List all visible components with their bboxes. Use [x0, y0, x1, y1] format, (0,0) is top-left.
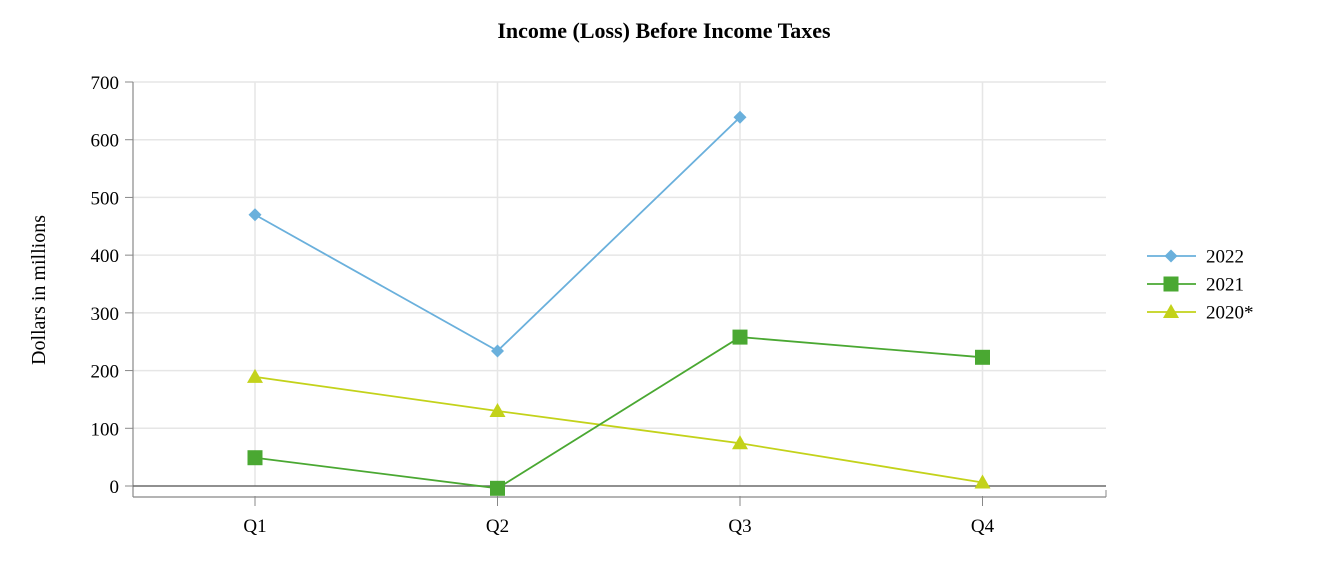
legend-item: 2022	[1147, 247, 1244, 268]
y-tick-label: 300	[91, 304, 120, 325]
y-tick-label: 500	[91, 188, 120, 209]
data-point	[248, 208, 262, 222]
data-point	[732, 435, 748, 450]
legend-label: 2020*	[1206, 303, 1254, 324]
data-point	[247, 450, 263, 466]
x-tick-label: Q1	[243, 516, 266, 537]
legend-item: 2021	[1147, 275, 1244, 296]
x-tick-label: Q2	[486, 516, 509, 537]
y-tick-label: 600	[91, 131, 120, 152]
series-2020	[247, 368, 991, 489]
y-tick-label: 0	[110, 477, 120, 498]
y-tick-label: 400	[91, 246, 120, 267]
series-2021	[247, 329, 990, 496]
legend-marker	[1163, 276, 1179, 292]
legend-item: 2020*	[1147, 303, 1254, 324]
series	[247, 110, 991, 496]
data-point	[974, 474, 991, 489]
x-tick-label: Q4	[971, 516, 995, 537]
y-tick-label: 700	[91, 73, 120, 94]
y-axis-label: Dollars in millions	[28, 215, 50, 365]
axes: 0 100 200 300 400 500 600 700 Q1 Q2 Q3 Q4	[91, 73, 1107, 537]
chart-title: Income (Loss) Before Income Taxes	[497, 18, 831, 43]
data-point	[489, 402, 506, 417]
y-tick-label: 200	[91, 362, 120, 383]
legend-label: 2022	[1206, 247, 1244, 268]
grid	[133, 81, 1106, 486]
data-point	[491, 344, 504, 358]
legend-marker	[1164, 249, 1178, 263]
data-point	[490, 480, 505, 496]
y-tick-label: 100	[91, 419, 120, 440]
series-2022	[248, 110, 747, 358]
legend-marker	[1163, 304, 1179, 318]
legend: 2022 2021 2020*	[1147, 247, 1254, 324]
legend-label: 2021	[1206, 275, 1244, 296]
data-point	[247, 368, 263, 383]
data-point	[732, 329, 748, 345]
series-line	[254, 376, 983, 484]
data-point	[733, 110, 747, 124]
series-line	[254, 336, 983, 490]
x-tick-label: Q3	[728, 516, 751, 537]
data-point	[975, 349, 990, 365]
